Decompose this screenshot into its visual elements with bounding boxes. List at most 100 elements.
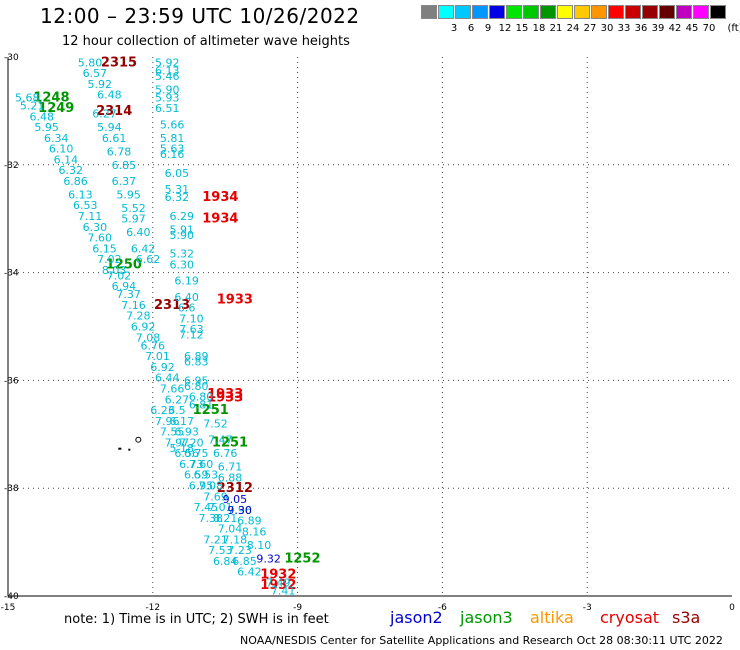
swh-label: 5.90 — [155, 83, 180, 96]
jason3-time-label: 1248 — [33, 90, 69, 105]
swh-label: 5.32 — [170, 248, 195, 261]
color-scale-swatch — [523, 5, 539, 19]
data-labels: 1934193419331933193319321932231523142313… — [15, 55, 320, 597]
x-tick-label: -6 — [438, 603, 447, 613]
swh-label: 7.45 — [194, 501, 219, 514]
swh-label: 6.13 — [68, 188, 93, 201]
swh-label: 6.94 — [112, 280, 137, 293]
swh-label: 6.15 — [92, 242, 117, 255]
swh-label: 6.30 — [83, 221, 108, 234]
swh-label: 6.81 — [189, 399, 214, 412]
swh-label: 5.63 — [160, 143, 185, 156]
swh-label: 6.10 — [49, 143, 74, 156]
swh-label: 6.89 — [237, 515, 262, 528]
color-scale-swatch — [540, 5, 556, 19]
jason3-time-label: 1252 — [284, 551, 320, 566]
swh-label: 6.84 — [213, 555, 238, 568]
swh-label: 5.93 — [155, 91, 180, 104]
swh-label: 6.23 — [150, 404, 175, 417]
swh-label: 7.21 — [203, 533, 228, 546]
swh-label: 7.47 — [208, 434, 233, 447]
color-scale-swatch — [659, 5, 675, 19]
swh-label: 6.40 — [126, 226, 151, 239]
footer-credit: NOAA/NESDIS Center for Satellite Applica… — [240, 634, 723, 647]
jason3-time-label: 1251 — [212, 435, 248, 450]
swh-label: 7.01 — [208, 501, 233, 514]
swh-label: 5.94 — [97, 121, 122, 134]
swh-label: 7.41 — [271, 585, 296, 598]
color-scale-label: 6 — [467, 23, 475, 34]
swh-label: 7.69 — [203, 490, 228, 503]
color-scale-swatch — [676, 5, 692, 19]
color-scale-label: 70 — [702, 23, 716, 34]
swh-label: 7.60 — [87, 232, 112, 245]
swh-label: 7.08 — [136, 331, 161, 344]
swh-label: 6.71 — [218, 461, 243, 474]
x-tick-label: -15 — [1, 603, 16, 613]
swh-label: 6.14 — [54, 153, 79, 166]
swh-label: 6.27 — [165, 393, 190, 406]
swh-label: 6.6 — [178, 302, 196, 315]
swh-label: 6.78 — [107, 145, 132, 158]
cryosat-time-label: 1933 — [217, 293, 253, 308]
swh-label: 6.48 — [97, 89, 122, 102]
swh-label: 5.31 — [165, 183, 190, 196]
color-scale-swatch — [438, 5, 454, 19]
swh-label: 7.96 — [227, 504, 252, 517]
swh-label: 5.81 — [160, 132, 185, 145]
s3a-time-label: 2315 — [101, 55, 137, 70]
swh-label: 6.48 — [30, 110, 55, 123]
color-scale-label: 12 — [498, 23, 512, 34]
swh-label: 7.49 — [266, 577, 291, 590]
swh-label: 6.05 — [165, 167, 190, 180]
swh-label: 6.92 — [150, 361, 175, 374]
swh-label: 8.03 — [102, 264, 127, 277]
swh-label: 6.92 — [131, 321, 156, 334]
swh-label: 6.51 — [155, 102, 180, 115]
swh-label: 6.80 — [184, 380, 209, 393]
swh-label: 6.86 — [63, 175, 88, 188]
swh-label: 7.04 — [218, 523, 243, 536]
swh-label: 7.11 — [78, 210, 103, 223]
swh-label: 6.62 — [136, 253, 161, 266]
color-scale-swatch — [489, 5, 505, 19]
chart-subtitle: 12 hour collection of altimeter wave hei… — [62, 34, 350, 49]
color-scale-swatch — [421, 5, 437, 19]
swh-label: 7.16 — [121, 299, 146, 312]
x-tick-label: -3 — [583, 603, 592, 613]
y-tick-label: -38 — [4, 484, 19, 494]
color-scale-label: 42 — [668, 23, 682, 34]
swh-label: 7.12 — [179, 329, 204, 342]
legend-cryosat: cryosat — [600, 608, 660, 627]
x-tick-label: -12 — [145, 603, 160, 613]
swh-label: 8.21 — [213, 512, 238, 525]
swh-label: 6.32 — [165, 191, 190, 204]
swh-label: 5.92 — [87, 78, 112, 91]
s3a-time-label: 2314 — [96, 104, 132, 119]
island-marker — [135, 436, 142, 443]
cryosat-time-label: 1933 — [207, 391, 243, 406]
x-tick-label: 0 — [729, 603, 735, 613]
cryosat-time-label: 1934 — [202, 212, 238, 227]
legend-altika: altika — [530, 608, 574, 627]
swh-label: 6.27 — [92, 108, 117, 121]
jason2-time-label: 9.05 — [223, 493, 248, 506]
jason3-time-label: 1250 — [106, 258, 142, 273]
legend-s3a: s3a — [672, 608, 701, 627]
swh-label: 6.40 — [174, 291, 199, 304]
cryosat-time-label: 1933 — [207, 387, 243, 402]
swh-label: 8.10 — [247, 539, 272, 552]
y-tick-label: -34 — [4, 269, 19, 279]
chart-title: 12:00 – 23:59 UTC 10/26/2022 — [40, 4, 360, 28]
swh-label: 5.95 — [34, 121, 59, 134]
swh-label: 5.80 — [78, 56, 103, 69]
color-scale-swatch — [472, 5, 488, 19]
y-tick-label: -36 — [4, 376, 19, 386]
swh-label: 7.60 — [189, 458, 214, 471]
axes: -15 -12 -9 -6 -3 0-30-32-34-36-38-40 — [1, 53, 735, 613]
swh-label: 6.88 — [218, 471, 243, 484]
footer-note: note: 1) Time is in UTC; 2) SWH is in fe… — [64, 612, 329, 627]
swh-label: 7.55 — [160, 426, 185, 439]
jason3-time-label: 1251 — [193, 403, 229, 418]
swh-label: 5.90 — [170, 229, 195, 242]
